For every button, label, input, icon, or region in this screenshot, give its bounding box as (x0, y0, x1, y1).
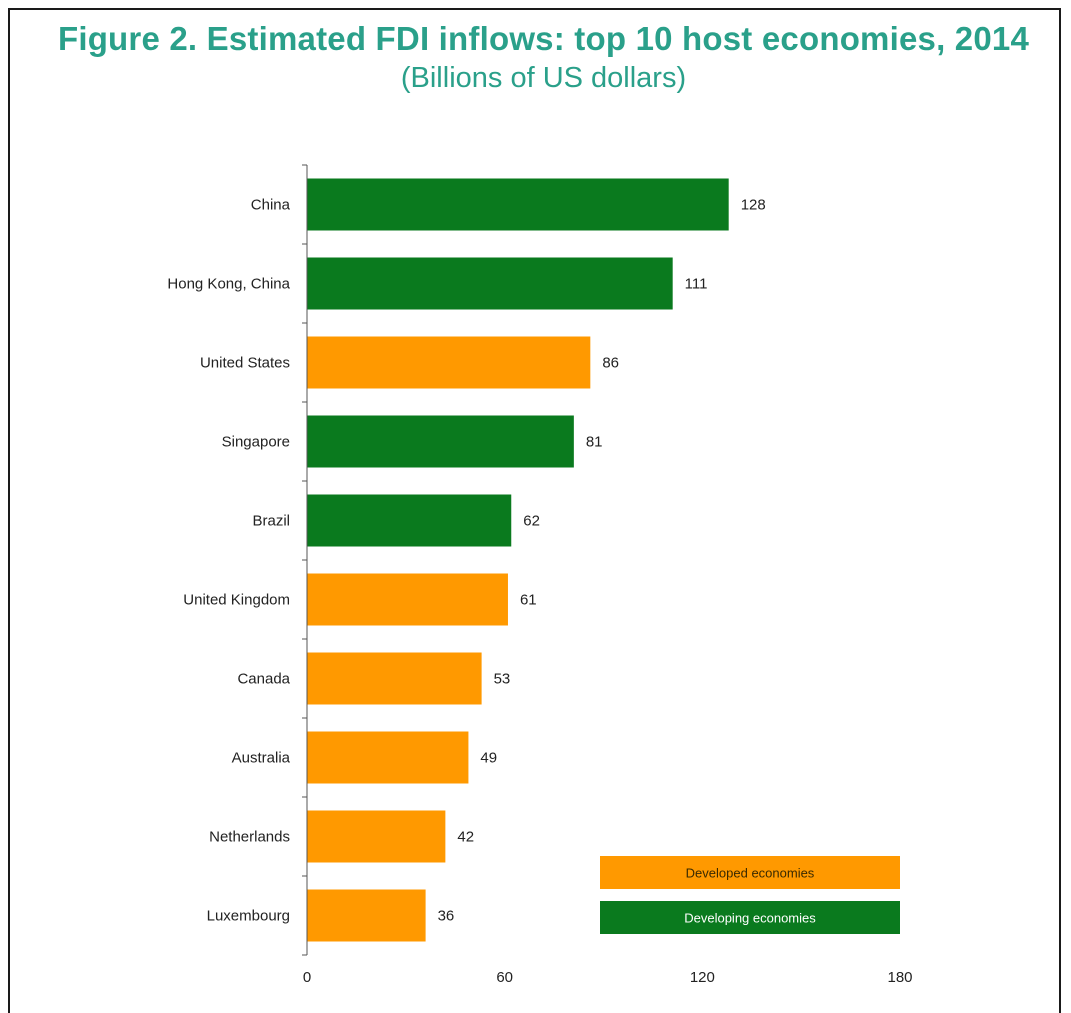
value-label-netherlands: 42 (457, 829, 474, 846)
bar-hong-kong-china (307, 257, 673, 310)
value-label-china: 128 (741, 197, 766, 214)
value-labels: 128 111 86 81 62 61 53 49 42 36 (438, 197, 766, 925)
value-label-hong-kong-china: 111 (685, 276, 708, 293)
x-tick-label-120: 120 (690, 969, 715, 986)
bar-luxembourg (307, 889, 426, 942)
category-label-canada: Canada (237, 671, 290, 688)
bar-canada (307, 652, 482, 705)
category-label-hong-kong-china: Hong Kong, China (167, 276, 290, 293)
legend-label-developed-economies: Developed economies (686, 866, 815, 881)
value-label-singapore: 81 (586, 434, 603, 451)
x-tick-label-0: 0 (303, 969, 311, 986)
figure-frame (8, 8, 1061, 1013)
legend-swatch-developed-economies (600, 856, 900, 889)
category-label-netherlands: Netherlands (209, 829, 290, 846)
category-label-united-kingdom: United Kingdom (183, 592, 290, 609)
chart-subtitle: (Billions of US dollars) (400, 62, 687, 94)
value-label-united-states: 86 (602, 355, 619, 372)
chart-title: Figure 2. Estimated FDI inflows: top 10 … (57, 20, 1030, 57)
bar-china (307, 178, 729, 231)
x-tick-label-60: 60 (496, 969, 513, 986)
value-label-canada: 53 (494, 671, 511, 688)
legend-label-developing-economies: Developing economies (684, 911, 816, 926)
category-label-china: China (251, 197, 291, 214)
bar-brazil (307, 494, 512, 547)
value-label-luxembourg: 36 (438, 908, 455, 925)
category-label-brazil: Brazil (252, 513, 290, 530)
bar-australia (307, 731, 469, 784)
bar-netherlands (307, 810, 446, 863)
value-label-brazil: 62 (523, 513, 540, 530)
bar-singapore (307, 415, 574, 468)
category-label-luxembourg: Luxembourg (207, 908, 290, 925)
bar-united-kingdom (307, 573, 508, 626)
legend-swatch-developing-economies (600, 901, 900, 934)
x-tick-label-180: 180 (887, 969, 912, 986)
bar-united-states (307, 336, 591, 389)
category-labels: China Hong Kong, China United States Singap… (167, 197, 290, 925)
category-label-united-states: United States (200, 355, 290, 372)
value-label-united-kingdom: 61 (520, 592, 537, 609)
axis-group: 0 60 120 180 (302, 164, 913, 986)
legend: Developed economies Developing economies (600, 856, 900, 934)
value-label-australia: 49 (480, 750, 497, 767)
bars-group (307, 178, 729, 942)
category-label-australia: Australia (232, 750, 291, 767)
category-label-singapore: Singapore (222, 434, 290, 451)
